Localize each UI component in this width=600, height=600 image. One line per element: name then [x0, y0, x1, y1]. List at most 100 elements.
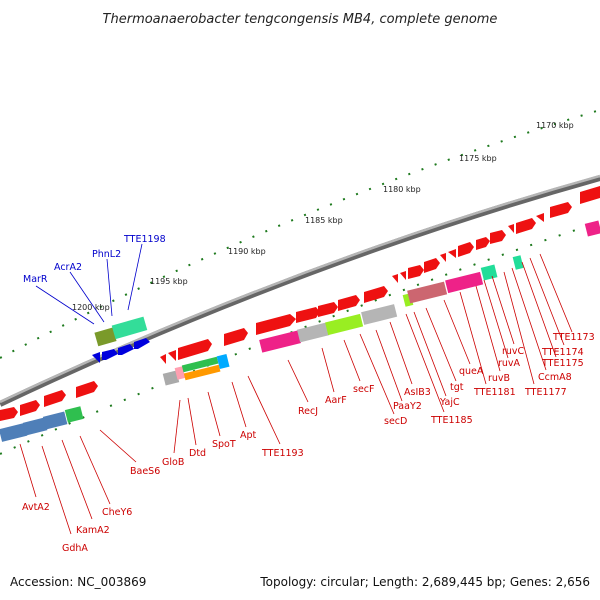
- gene-block-magenta: [445, 271, 484, 294]
- gene-block-lime: [325, 313, 364, 336]
- gene-block-green: [64, 406, 84, 423]
- label-leader-line: [231, 381, 247, 428]
- gene-block-blue: [42, 411, 68, 430]
- gene-label-lower: RecJ: [298, 406, 318, 417]
- backbone-line: [0, 174, 600, 404]
- gene-block-cyan: [512, 255, 524, 270]
- gene-label-lower: ruvB: [488, 373, 510, 384]
- label-leader-line: [483, 279, 509, 359]
- kbp-label: 1190 kbp: [228, 247, 266, 256]
- strand-forward-features: [0, 186, 600, 421]
- kbp-label: 1170 kbp: [536, 121, 574, 130]
- gene-label-lower: AvtA2: [22, 502, 50, 513]
- gene-block-grey: [361, 304, 398, 325]
- label-leader-line: [375, 329, 403, 402]
- gene-label-lower: GloB: [162, 457, 184, 468]
- label-leader-line: [459, 291, 487, 385]
- strand-reverse-features: [0, 220, 600, 442]
- gene-label-upper: TTE1198: [123, 234, 166, 245]
- gene-label-lower: AarF: [325, 395, 347, 406]
- gene-label-lower: CheY6: [102, 507, 132, 518]
- gene-arrow-blue: [134, 338, 150, 349]
- label-leader-line: [19, 443, 37, 498]
- figure-title: Thermoanaerobacter tengcongensis MB4, co…: [103, 12, 498, 27]
- outer-tick-arc: [0, 109, 600, 359]
- label-leader-line: [405, 313, 445, 413]
- lower-gene-labels: AvtA2 GdhA KamA2 CheY6 BaeS6 GloB Dtd Sp…: [19, 253, 595, 554]
- tick-track: [0, 109, 600, 455]
- gene-label-lower: TTE1181: [473, 387, 516, 398]
- gene-label-lower: YajC: [439, 397, 460, 408]
- gene-arrow-red: [364, 286, 388, 303]
- gene-arrow-red: [338, 295, 360, 311]
- label-leader-line: [413, 311, 447, 397]
- label-leader-line: [287, 359, 309, 403]
- gene-block-cyan: [216, 353, 230, 370]
- label-leader-line: [539, 253, 573, 333]
- gene-block-olive: [94, 327, 117, 347]
- gene-label-lower: queA: [459, 366, 484, 377]
- gene-block-grey: [162, 370, 180, 386]
- gene-arrow-red: [408, 265, 424, 279]
- genome-summary-text: Topology: circular; Length: 2,689,445 bp…: [259, 575, 590, 589]
- gene-label-lower: secF: [353, 384, 374, 395]
- label-leader-line: [247, 375, 281, 445]
- gene-arrow-red: [168, 350, 176, 361]
- gene-label-lower: ruvA: [498, 358, 521, 369]
- label-leader-line: [61, 439, 93, 520]
- label-leader-line: [79, 435, 111, 505]
- label-leader-line: [207, 391, 221, 437]
- gene-block-blue: [0, 423, 28, 442]
- label-leader-line: [173, 399, 181, 454]
- gene-arrow-red: [476, 237, 490, 250]
- gene-label-lower: TTE1185: [430, 415, 473, 426]
- kbp-labels: 1170 kbp 1175 kbp 1180 kbp 1185 kbp 1190…: [72, 121, 574, 312]
- kbp-label: 1200 kbp: [72, 303, 110, 312]
- gene-label-lower: BaeS6: [130, 466, 160, 477]
- genome-backbone: [0, 174, 600, 407]
- gene-label-lower: TTE1193: [261, 448, 304, 459]
- backbone-shadow: [0, 175, 600, 407]
- label-leader-line: [503, 271, 535, 385]
- gene-arrow-red: [580, 186, 600, 204]
- gene-block-pink: [174, 366, 186, 380]
- label-leader-line: [529, 257, 565, 346]
- gene-arrow-red: [440, 253, 446, 262]
- label-leader-line: [35, 285, 95, 325]
- accession-text: Accession: NC_003869: [10, 575, 146, 589]
- gene-label-lower: secD: [384, 416, 407, 427]
- label-leader-line: [389, 321, 413, 385]
- gene-block-green: [480, 264, 498, 281]
- gene-label-lower: GdhA: [62, 543, 88, 554]
- gene-arrow-blue: [102, 349, 118, 360]
- gene-label-lower: SpoT: [212, 439, 236, 450]
- gene-arrow-red: [490, 230, 506, 244]
- label-leader-line: [511, 267, 547, 371]
- gene-block-rose: [407, 281, 448, 304]
- gene-block-orange: [183, 364, 221, 381]
- gene-arrow-red: [160, 354, 166, 364]
- gene-label-lower: tgt: [450, 382, 464, 393]
- gene-label-lower: TTE1174: [541, 347, 584, 358]
- gene-block-green: [111, 316, 148, 340]
- gene-block-grey: [296, 322, 330, 343]
- gene-arrow-red: [508, 224, 514, 233]
- gene-label-lower: TTE1177: [524, 387, 567, 398]
- gene-arrow-red: [318, 302, 338, 317]
- gene-label-lower: Apt: [240, 430, 257, 441]
- gene-arrow-red: [400, 271, 406, 280]
- upper-gene-labels: MarR AcrA2 PhnL2 TTE1198: [23, 234, 166, 325]
- gene-arrow-red: [516, 218, 536, 234]
- gene-label-upper: PhnL2: [92, 249, 121, 260]
- gene-label-lower: TTE1175: [541, 358, 584, 369]
- leader-lines-lower: [19, 253, 573, 535]
- label-leader-line: [127, 243, 143, 311]
- gene-arrow-blue: [118, 344, 134, 355]
- gene-block-blue: [22, 417, 48, 436]
- gene-arrow-red: [392, 274, 398, 283]
- label-leader-line: [41, 445, 72, 535]
- label-leader-line: [491, 275, 515, 345]
- label-leader-line: [521, 261, 557, 358]
